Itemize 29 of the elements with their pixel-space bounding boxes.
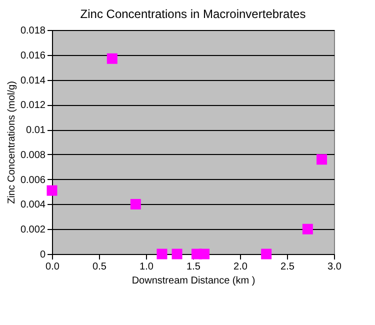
y-axis-title: Zinc Concentrations (mol/g) [6, 81, 18, 204]
point [172, 248, 182, 260]
y-tick-label: 0.014 [20, 75, 46, 86]
y-tick-label: 0.018 [20, 26, 46, 36]
x-tick-label: 3.0 [328, 262, 342, 272]
point [261, 248, 272, 260]
chart-title: Zinc Concentrations in Macroinvertebrates [80, 7, 306, 21]
x-tick-label: 0.0 [46, 262, 60, 272]
y-tick-label: 0.004 [20, 200, 46, 211]
point [316, 154, 328, 165]
y-tick-label: 0.016 [20, 50, 46, 62]
point [156, 248, 168, 260]
x-tick-label: 1.5 [186, 262, 201, 272]
point [106, 53, 118, 64]
x-tick-label: 2.0 [234, 262, 248, 272]
y-tick-label: 0.01 [26, 125, 46, 136]
x-tick-label: 2.5 [280, 262, 295, 272]
point [302, 224, 313, 234]
x-axis-title: Downstream Distance (km ) [132, 276, 256, 286]
y-tick-label: 0.012 [20, 100, 46, 112]
y-tick-label: 0.006 [20, 174, 46, 186]
point [199, 248, 210, 260]
point [130, 198, 141, 210]
x-tick-label: 1.0 [140, 262, 154, 272]
y-tick-label: 0.008 [20, 150, 46, 161]
point [46, 185, 58, 196]
x-tick-label: 0.5 [92, 262, 107, 272]
y-tick-label: 0.002 [20, 224, 46, 236]
y-tick-label: 0 [40, 250, 46, 260]
